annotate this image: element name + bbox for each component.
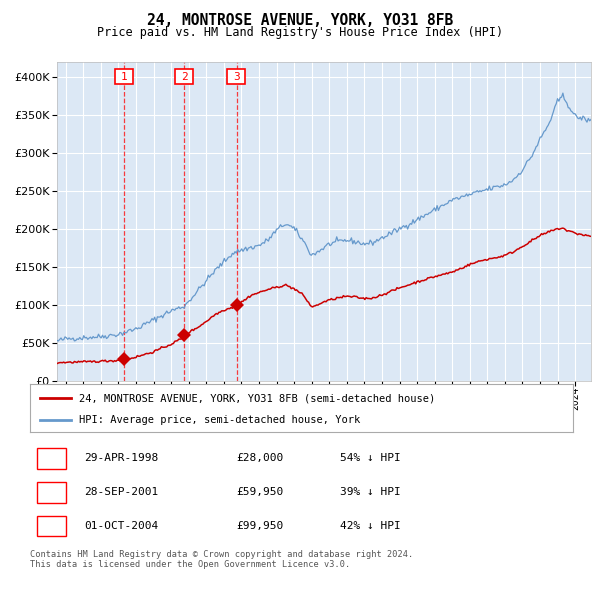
FancyBboxPatch shape <box>37 448 67 469</box>
Text: 3: 3 <box>233 72 241 81</box>
Text: Contains HM Land Registry data © Crown copyright and database right 2024.
This d: Contains HM Land Registry data © Crown c… <box>30 550 413 569</box>
Text: 24, MONTROSE AVENUE, YORK, YO31 8FB (semi-detached house): 24, MONTROSE AVENUE, YORK, YO31 8FB (sem… <box>79 393 435 403</box>
Text: £28,000: £28,000 <box>236 454 284 463</box>
Text: 54% ↓ HPI: 54% ↓ HPI <box>340 454 400 463</box>
Text: 42% ↓ HPI: 42% ↓ HPI <box>340 521 400 531</box>
Text: 1: 1 <box>121 72 127 81</box>
Text: HPI: Average price, semi-detached house, York: HPI: Average price, semi-detached house,… <box>79 415 360 425</box>
Text: 39% ↓ HPI: 39% ↓ HPI <box>340 487 400 497</box>
Text: £59,950: £59,950 <box>236 487 284 497</box>
Text: £99,950: £99,950 <box>236 521 284 531</box>
FancyBboxPatch shape <box>37 482 67 503</box>
Text: 2: 2 <box>181 72 188 81</box>
Text: 28-SEP-2001: 28-SEP-2001 <box>85 487 158 497</box>
Text: 1: 1 <box>47 452 55 465</box>
Text: 24, MONTROSE AVENUE, YORK, YO31 8FB: 24, MONTROSE AVENUE, YORK, YO31 8FB <box>147 13 453 28</box>
Text: 01-OCT-2004: 01-OCT-2004 <box>85 521 158 531</box>
Text: Price paid vs. HM Land Registry's House Price Index (HPI): Price paid vs. HM Land Registry's House … <box>97 26 503 39</box>
FancyBboxPatch shape <box>37 516 67 536</box>
Text: 3: 3 <box>47 520 55 533</box>
Text: 2: 2 <box>47 486 55 499</box>
Text: 29-APR-1998: 29-APR-1998 <box>85 454 158 463</box>
